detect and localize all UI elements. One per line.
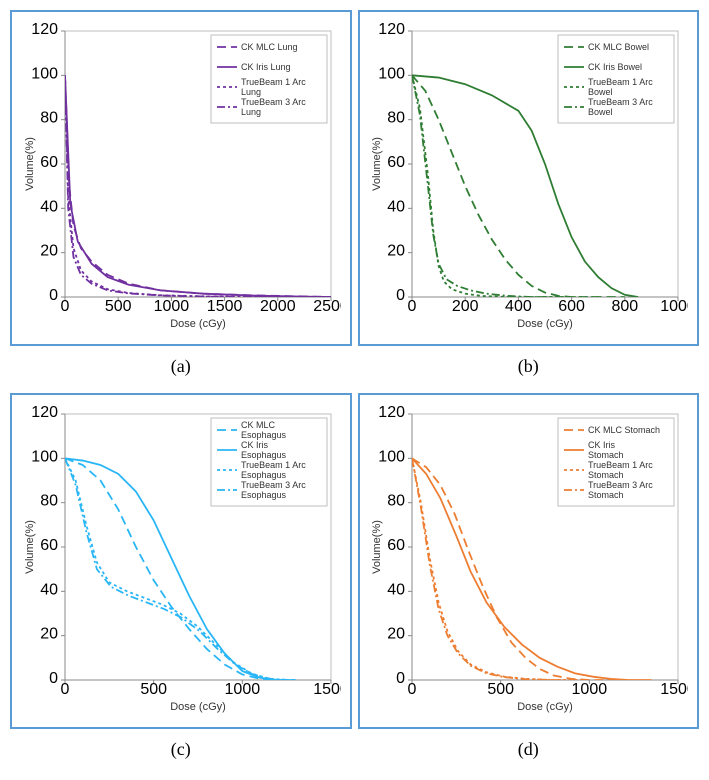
panel-c: 0 500 1000 1500 0 20 40 60 80 100 120 Dose (cGy) Vol… — [10, 393, 352, 729]
panel-b: 0 200 400 600 800 1000 0 20 40 60 80 100 120 Dose (cG… — [358, 10, 700, 346]
svg-text:1500: 1500 — [207, 298, 243, 315]
legend-label: TrueBeam 1 Arc — [588, 77, 653, 87]
series-line — [412, 75, 572, 297]
legend-label: CK MLC Stomach — [588, 425, 660, 435]
legend-label: TrueBeam 1 Arc — [241, 460, 306, 470]
legend-label: CK Iris Bowel — [588, 62, 642, 72]
svg-text:500: 500 — [105, 298, 132, 315]
svg-text:20: 20 — [387, 243, 405, 260]
svg-text:500: 500 — [140, 681, 167, 698]
svg-text:1000: 1000 — [153, 298, 189, 315]
svg-text:60: 60 — [387, 537, 405, 554]
svg-text:20: 20 — [40, 243, 58, 260]
svg-text:Dose (cGy): Dose (cGy) — [170, 701, 226, 713]
svg-text:60: 60 — [40, 154, 58, 171]
caption-b: (b) — [358, 352, 700, 387]
svg-text:80: 80 — [40, 493, 58, 510]
svg-text:1000: 1000 — [224, 681, 260, 698]
svg-text:100: 100 — [31, 65, 58, 82]
svg-text:Dose (cGy): Dose (cGy) — [170, 318, 226, 330]
svg-text:1500: 1500 — [313, 681, 341, 698]
svg-text:40: 40 — [40, 198, 58, 215]
svg-text:0: 0 — [49, 670, 58, 687]
svg-text:40: 40 — [387, 198, 405, 215]
svg-text:60: 60 — [387, 154, 405, 171]
legend-label: CK Iris Lung — [241, 62, 291, 72]
legend-label: Esophagus — [241, 450, 287, 460]
legend-label: Esophagus — [241, 430, 287, 440]
legend-label: Esophagus — [241, 470, 287, 480]
legend-label: Stomach — [588, 450, 624, 460]
legend-label: Esophagus — [241, 490, 287, 500]
svg-text:200: 200 — [452, 298, 479, 315]
svg-text:2500: 2500 — [313, 298, 341, 315]
svg-text:800: 800 — [612, 298, 639, 315]
legend-label: Stomach — [588, 490, 624, 500]
legend-label: Stomach — [588, 470, 624, 480]
caption-a: (a) — [10, 352, 352, 387]
svg-text:500: 500 — [488, 681, 515, 698]
legend-label: TrueBeam 3 Arc — [588, 480, 653, 490]
svg-text:80: 80 — [387, 493, 405, 510]
svg-text:0: 0 — [396, 670, 405, 687]
caption-d: (d) — [358, 735, 700, 770]
chart-grid: 05001000150020002500020406080100120Dose … — [10, 10, 699, 770]
svg-text:60: 60 — [40, 537, 58, 554]
svg-text:100: 100 — [379, 65, 406, 82]
svg-text:Dose (cGy): Dose (cGy) — [517, 701, 573, 713]
svg-text:0: 0 — [60, 298, 69, 315]
svg-text:120: 120 — [31, 23, 58, 38]
svg-text:600: 600 — [558, 298, 585, 315]
svg-text:Volume(%): Volume(%) — [371, 137, 383, 191]
svg-text:0: 0 — [396, 287, 405, 304]
svg-text:80: 80 — [387, 110, 405, 127]
caption-c: (c) — [10, 735, 352, 770]
svg-text:1000: 1000 — [660, 298, 688, 315]
legend-label: CK MLC Lung — [241, 42, 298, 52]
legend-label: TrueBeam 3 Arc — [588, 97, 653, 107]
svg-text:400: 400 — [505, 298, 532, 315]
legend-label: CK Iris — [588, 440, 616, 450]
legend-label: TrueBeam 1 Arc — [241, 77, 306, 87]
svg-text:120: 120 — [379, 23, 406, 38]
svg-text:0: 0 — [408, 298, 417, 315]
svg-text:100: 100 — [379, 448, 406, 465]
svg-text:1500: 1500 — [660, 681, 688, 698]
legend-label: TrueBeam 3 Arc — [241, 97, 306, 107]
svg-text:0: 0 — [49, 287, 58, 304]
legend-label: TrueBeam 3 Arc — [241, 480, 306, 490]
svg-text:Volume(%): Volume(%) — [24, 137, 36, 191]
svg-text:100: 100 — [31, 448, 58, 465]
legend-label: Bowel — [588, 87, 613, 97]
svg-text:1000: 1000 — [572, 681, 608, 698]
svg-text:2000: 2000 — [260, 298, 296, 315]
legend-label: TrueBeam 1 Arc — [588, 460, 653, 470]
legend-label: Lung — [241, 107, 261, 117]
svg-text:0: 0 — [408, 681, 417, 698]
svg-text:120: 120 — [379, 406, 406, 421]
svg-text:Volume(%): Volume(%) — [24, 520, 36, 574]
svg-text:0: 0 — [60, 681, 69, 698]
svg-text:Volume(%): Volume(%) — [371, 520, 383, 574]
legend-label: Bowel — [588, 107, 613, 117]
svg-text:80: 80 — [40, 110, 58, 127]
panel-d: 0 500 1000 1500 0 20 40 60 80 100 120 Dose (cGy) Vol… — [358, 393, 700, 729]
legend-label: Lung — [241, 87, 261, 97]
svg-text:Dose (cGy): Dose (cGy) — [517, 318, 573, 330]
svg-text:40: 40 — [40, 581, 58, 598]
svg-text:20: 20 — [40, 626, 58, 643]
panel-a: 0 500 1000 1500 2000 2500 0 20 40 60 80 100 120 Dose … — [10, 10, 352, 346]
svg-text:20: 20 — [387, 626, 405, 643]
svg-text:40: 40 — [387, 581, 405, 598]
svg-text:120: 120 — [31, 406, 58, 421]
legend-label: CK Iris — [241, 440, 269, 450]
legend-label: CK MLC — [241, 420, 276, 430]
legend-label: CK MLC Bowel — [588, 42, 649, 52]
